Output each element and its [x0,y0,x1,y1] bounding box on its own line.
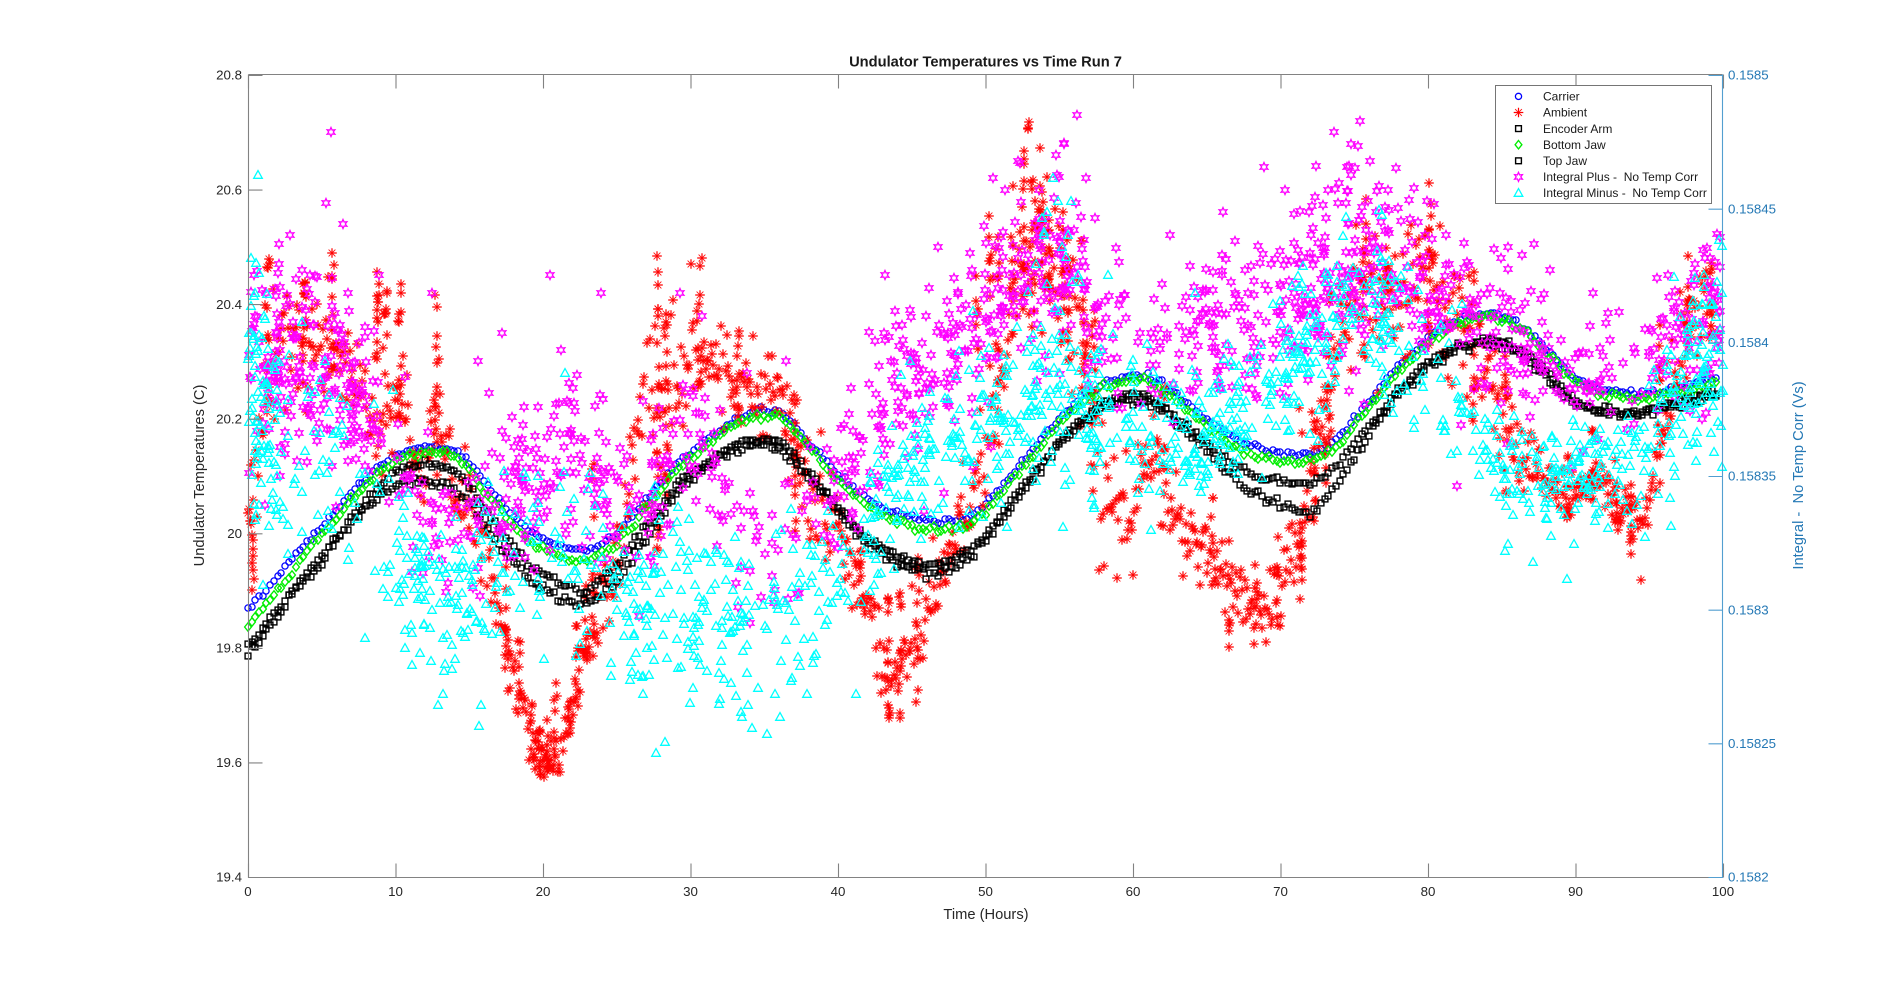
svg-text:40: 40 [831,884,846,899]
svg-text:0.1583: 0.1583 [1728,602,1769,617]
svg-text:20.6: 20.6 [216,182,242,197]
svg-text:Undulator Temperatures vs Time: Undulator Temperatures vs Time Run 7 [849,55,1122,71]
svg-text:90: 90 [1568,884,1583,899]
svg-text:50: 50 [978,884,993,899]
svg-text:0.15835: 0.15835 [1728,469,1776,484]
svg-text:Ambient: Ambient [1543,106,1588,120]
svg-text:0: 0 [244,884,251,899]
svg-text:Top Jaw: Top Jaw [1543,154,1587,168]
svg-text:Integral - No Temp Corr (Vs): Integral - No Temp Corr (Vs) [1791,381,1807,569]
svg-text:19.6: 19.6 [216,755,242,770]
svg-text:70: 70 [1273,884,1288,899]
svg-text:19.8: 19.8 [216,641,242,656]
svg-text:0.15845: 0.15845 [1728,201,1776,216]
svg-text:Time (Hours): Time (Hours) [943,907,1028,923]
svg-text:60: 60 [1126,884,1141,899]
svg-text:0.1584: 0.1584 [1728,335,1769,350]
svg-text:Undulator Temperatures (C): Undulator Temperatures (C) [192,385,208,567]
svg-text:Integral Plus - No Temp Corr: Integral Plus - No Temp Corr [1543,170,1698,184]
svg-text:100: 100 [1712,884,1734,899]
svg-text:Carrier: Carrier [1543,90,1580,104]
svg-text:0.1582: 0.1582 [1728,870,1769,885]
svg-text:20.2: 20.2 [216,411,242,426]
svg-text:0.1585: 0.1585 [1728,68,1769,83]
svg-text:20.8: 20.8 [216,68,242,83]
svg-text:0.15825: 0.15825 [1728,736,1776,751]
svg-text:Integral Minus - No Temp Corr: Integral Minus - No Temp Corr [1543,186,1707,200]
svg-text:10: 10 [388,884,403,899]
svg-text:30: 30 [683,884,698,899]
svg-text:20: 20 [227,526,242,541]
svg-text:19.4: 19.4 [216,870,242,885]
svg-text:80: 80 [1421,884,1436,899]
svg-text:Bottom Jaw: Bottom Jaw [1543,138,1606,152]
svg-text:Encoder Arm: Encoder Arm [1543,122,1612,136]
svg-text:20: 20 [536,884,551,899]
svg-text:20.4: 20.4 [216,297,242,312]
